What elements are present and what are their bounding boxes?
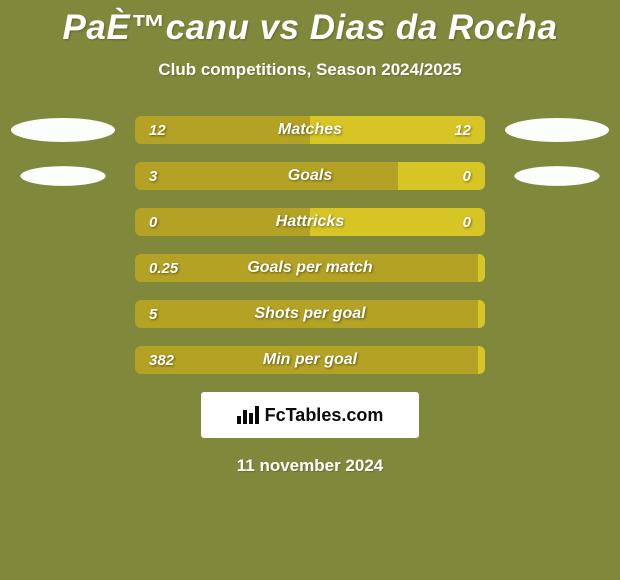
avatar-spacer (505, 254, 609, 282)
bar-chart-icon (237, 406, 259, 424)
avatar-spacer (505, 208, 609, 236)
avatar-spacer (11, 254, 115, 282)
stat-bar: 382Min per goal (135, 346, 485, 374)
stat-bar: 1212Matches (135, 116, 485, 144)
stat-bar-right (478, 254, 485, 282)
stat-label: Shots per goal (254, 305, 365, 323)
stat-row: 5Shots per goal (0, 300, 620, 328)
stat-bar: 5Shots per goal (135, 300, 485, 328)
stat-bar: 0.25Goals per match (135, 254, 485, 282)
stat-bar-right (478, 346, 485, 374)
stat-bar-right (398, 162, 486, 190)
stat-bar-right (478, 300, 485, 328)
player2-avatar (505, 162, 609, 190)
stat-label: Matches (278, 121, 342, 139)
player1-avatar (11, 162, 115, 190)
avatar-spacer (505, 300, 609, 328)
avatar-spacer (11, 346, 115, 374)
player1-avatar (11, 116, 115, 144)
stat-row: 1212Matches (0, 116, 620, 144)
brand-badge[interactable]: FcTables.com (201, 392, 419, 438)
stat-bar: 00Hattricks (135, 208, 485, 236)
avatar-spacer (505, 346, 609, 374)
player2-avatar (505, 116, 609, 144)
page-title: PaÈ™canu vs Dias da Rocha (0, 8, 620, 48)
stat-bar: 30Goals (135, 162, 485, 190)
snapshot-date: 11 november 2024 (0, 456, 620, 476)
stat-label: Min per goal (263, 351, 357, 369)
stat-label: Hattricks (276, 213, 344, 231)
stat-bar-left (135, 162, 398, 190)
avatar-spacer (11, 300, 115, 328)
avatar-spacer (11, 208, 115, 236)
stat-label: Goals (288, 167, 332, 185)
season-subtitle: Club competitions, Season 2024/2025 (0, 60, 620, 80)
stat-row: 0.25Goals per match (0, 254, 620, 282)
stats-list: 1212Matches 30Goals 00Hattricks 0.25Goals p… (0, 116, 620, 374)
stat-label: Goals per match (247, 259, 372, 277)
comparison-card: PaÈ™canu vs Dias da Rocha Club competiti… (0, 0, 620, 580)
stat-row: 382Min per goal (0, 346, 620, 374)
brand-text: FcTables.com (265, 405, 384, 426)
stat-row: 00Hattricks (0, 208, 620, 236)
stat-row: 30Goals (0, 162, 620, 190)
